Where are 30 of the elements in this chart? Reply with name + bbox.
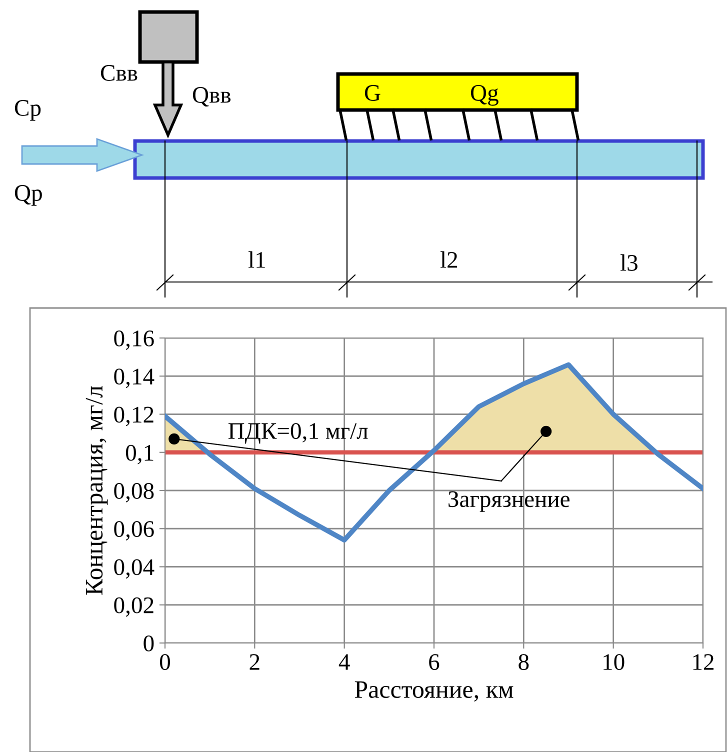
x-tick-label: 0	[160, 654, 170, 670]
text: l2	[440, 251, 458, 268]
y-tick-label: 0	[144, 635, 154, 652]
text: Cp	[14, 100, 41, 121]
y-axis-title: Концентрация, мг/л	[86, 386, 108, 595]
x-tick-label: 6	[429, 654, 440, 670]
text: Qg	[470, 84, 498, 106]
x-tick-label: 10	[604, 654, 624, 670]
y-tick-label: 0,12	[114, 406, 154, 426]
ref-line-label: ПДК=0,1 мг/л	[228, 423, 368, 444]
x-tick-label: 4	[338, 654, 350, 670]
text: l1	[248, 251, 265, 268]
annotation: Загрязнение	[448, 491, 570, 512]
x-axis-title: Расстояние, км	[354, 681, 514, 702]
text: Qp	[14, 185, 42, 206]
y-tick-label: 0,06	[114, 521, 154, 540]
y-tick-label: 0,14	[114, 368, 154, 388]
y-tick-label: 0,08	[114, 482, 154, 502]
text: l3	[620, 254, 638, 271]
text: G	[364, 85, 380, 101]
y-tick-label: 0,02	[114, 597, 154, 617]
text: Qвв	[192, 87, 231, 107]
line-series	[165, 362, 703, 542]
text: Cвв	[100, 65, 138, 81]
y-tick-label: 0,1	[126, 444, 154, 464]
x-tick-label: 8	[518, 654, 529, 670]
x-tick-label: 12	[693, 654, 714, 670]
y-tick-label: 0,16	[114, 330, 154, 350]
y-tick-label: 0,04	[114, 559, 154, 579]
x-tick-label: 2	[250, 654, 260, 670]
